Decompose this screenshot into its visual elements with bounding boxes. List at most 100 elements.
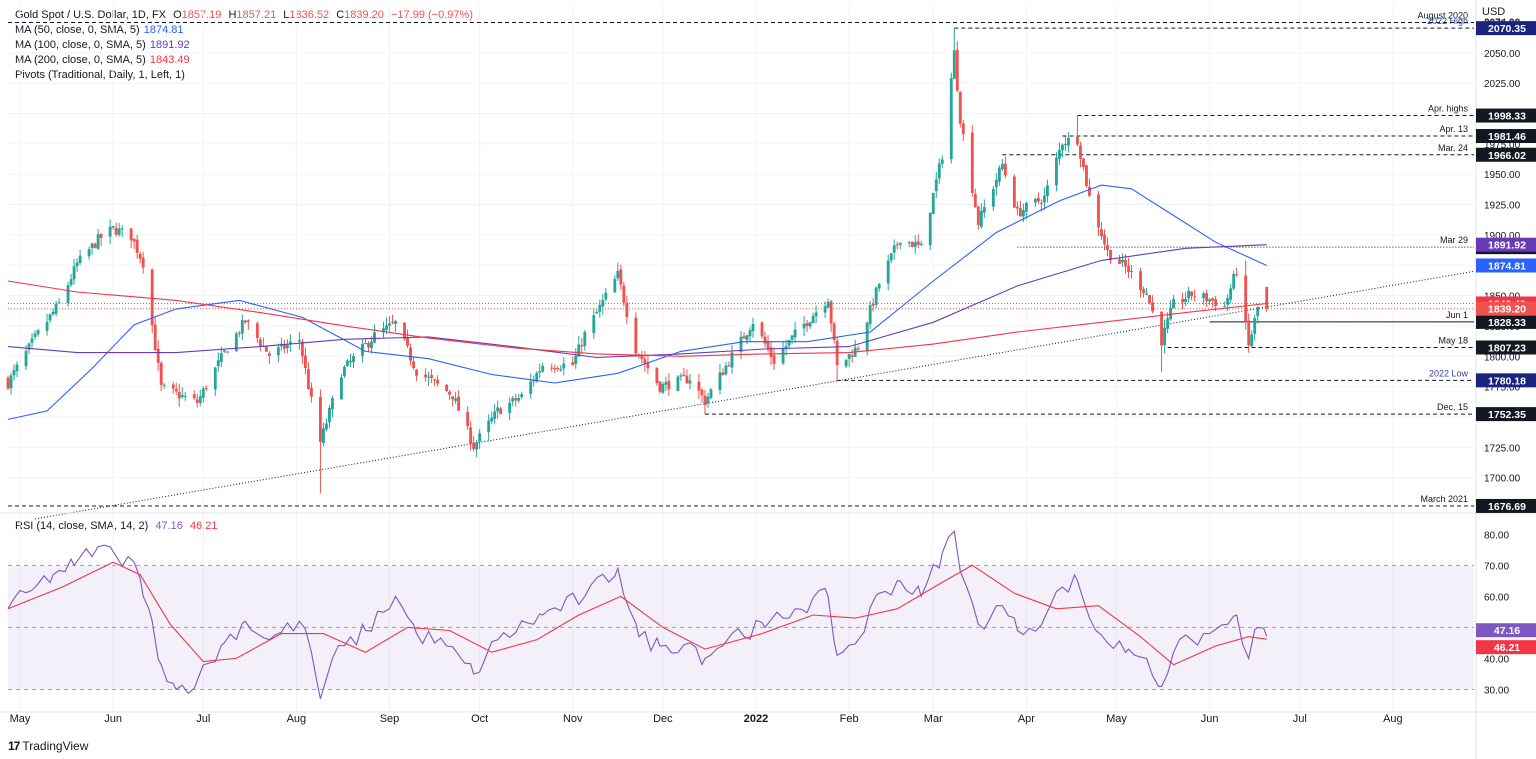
candle-body [1184, 298, 1188, 302]
candle-body [451, 396, 455, 400]
pivots-label: Pivots (Traditional, Daily, 1, Left, 1) [15, 69, 185, 81]
candle-body [958, 91, 962, 124]
candle-body [1211, 298, 1215, 301]
candle-body [949, 78, 953, 160]
candle-body [222, 350, 226, 352]
pivot-level-label: Dec. 15 [1437, 402, 1468, 412]
candle-body [844, 359, 848, 367]
candle-body [703, 395, 707, 405]
candle-body [979, 210, 983, 227]
candle-body [1079, 145, 1082, 159]
candle-body [415, 369, 418, 376]
rsi-value-label: 47.16 [1494, 625, 1520, 637]
candle-body [1253, 318, 1257, 334]
pivot-price-box [1476, 147, 1536, 162]
candle-body [150, 269, 154, 326]
candle-body [430, 375, 434, 379]
candle-body [1000, 164, 1004, 170]
moving-averages [7, 184, 1267, 420]
candle-body [234, 333, 238, 352]
candle-body [1082, 158, 1085, 168]
candle-body [343, 366, 346, 377]
candle-body [892, 245, 896, 253]
candle-body [934, 179, 938, 192]
candle-body [520, 394, 524, 397]
candle-body [1039, 202, 1043, 204]
candle-body [78, 255, 82, 263]
candle-body [472, 442, 476, 449]
candle-body [550, 367, 554, 369]
pivot-price-label: 2070.35 [1488, 23, 1526, 35]
candle-body [976, 206, 980, 226]
candle-body [553, 368, 557, 370]
candle-body [309, 387, 313, 397]
ohlc-low: L1836.52 [283, 9, 330, 21]
rsi-line [7, 530, 1268, 699]
candle-body [346, 360, 349, 366]
candle-body [436, 379, 440, 384]
candle-body [1121, 259, 1124, 263]
candle-body [877, 284, 881, 289]
candle-body [616, 270, 620, 279]
candle-body [1202, 293, 1206, 299]
candle-body [595, 311, 599, 314]
candle-body [108, 226, 112, 237]
candle-body [255, 323, 259, 338]
candle-body [177, 392, 181, 399]
candle-body [970, 132, 974, 194]
candle-body [328, 407, 331, 423]
time-tick-label: Jun [104, 713, 122, 725]
candle-body [1148, 295, 1151, 304]
candle-body [727, 365, 731, 367]
candle-body [682, 374, 686, 377]
candle-body [93, 243, 97, 248]
candle-body [706, 396, 710, 404]
candle-body [493, 411, 497, 419]
symbol-title[interactable]: Gold Spot / U.S. Dollar, 1D, FX [15, 9, 167, 21]
candle-body [87, 249, 91, 257]
candle-body [285, 344, 289, 349]
candle-body [454, 398, 458, 401]
candle-body [297, 339, 301, 342]
time-tick-label: Mar [924, 713, 943, 725]
time-tick-label: Sep [380, 713, 400, 725]
candle-body [1181, 298, 1185, 303]
candle-body [580, 345, 584, 347]
candle-body [135, 239, 139, 253]
candles[interactable] [6, 28, 1269, 494]
candle-body [1232, 274, 1236, 289]
candle-body [709, 389, 713, 399]
time-tick-label: May [1106, 713, 1127, 725]
candle-body [766, 342, 770, 350]
legend-pivots[interactable]: Pivots (Traditional, Daily, 1, Left, 1) [15, 68, 473, 83]
moving-average-line [7, 184, 1267, 420]
candle-body [601, 300, 605, 307]
candle-body [352, 356, 355, 363]
candle-body [1256, 306, 1260, 317]
candle-body [490, 417, 494, 422]
candle-body [33, 333, 37, 337]
pivot-level-label: August 2020 [1417, 11, 1468, 21]
candle-body [556, 368, 560, 370]
tradingview-logo[interactable]: 17 TradingView [8, 739, 88, 753]
candle-body [219, 353, 223, 362]
moving-average-line [7, 244, 1267, 359]
rsi-tick-label: 60.00 [1484, 592, 1509, 603]
pivot-price-box [1476, 373, 1536, 388]
candle-body [1226, 298, 1230, 305]
candle-body [802, 323, 806, 329]
candle-body [1021, 210, 1025, 217]
legend-ma50[interactable]: MA (50, close, 0, SMA, 5) 1874.81 [15, 23, 473, 38]
time-tick-label: Feb [840, 713, 859, 725]
candle-body [676, 376, 680, 391]
pivot-level-label: Apr. 13 [1439, 124, 1468, 134]
candle-body [646, 362, 650, 369]
candle-body [661, 383, 665, 393]
candle-body [469, 427, 473, 444]
pivot-price-label: 1981.46 [1488, 131, 1526, 143]
candle-body [427, 376, 431, 378]
candle-body [886, 260, 890, 284]
candle-body [718, 372, 722, 391]
candle-body [724, 365, 728, 375]
